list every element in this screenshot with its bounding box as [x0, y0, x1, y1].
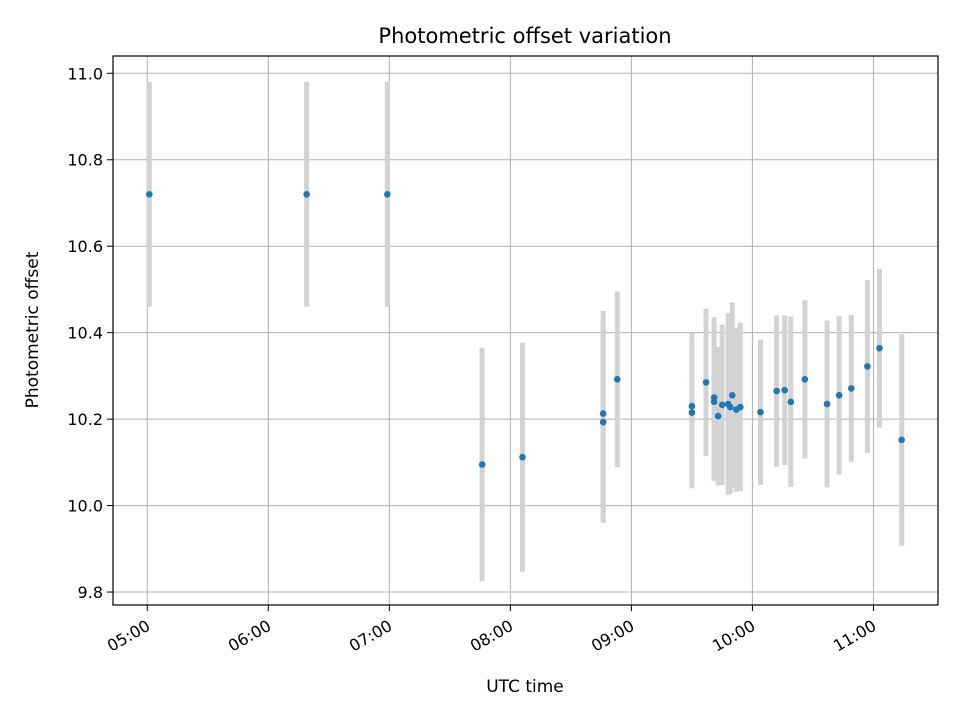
x-tick-label: 05:00 — [104, 616, 153, 656]
error-bars — [146, 81, 905, 582]
data-point — [835, 392, 843, 399]
data-point — [710, 398, 718, 406]
grid — [113, 56, 938, 605]
plot-frame — [112, 55, 939, 606]
y-tick-label: 9.8 — [78, 583, 103, 602]
data-point — [714, 412, 722, 420]
x-tick-label: 06:00 — [225, 616, 274, 656]
data-point — [737, 403, 744, 411]
y-tick-label: 10.4 — [67, 324, 103, 343]
data-point — [146, 191, 153, 198]
data-point — [864, 363, 871, 370]
data-point — [303, 191, 310, 198]
data-point — [728, 392, 736, 399]
data-point — [876, 344, 883, 352]
data-point — [787, 398, 795, 406]
y-tick-label: 10.0 — [67, 497, 103, 516]
data-point — [773, 387, 780, 395]
x-axis: 05:00 06:00 07:00 08:00 09:00 10:00 11:00 — [104, 605, 879, 656]
data-point — [478, 461, 486, 468]
data-point — [599, 418, 607, 426]
y-axis-label: Photometric offset — [23, 251, 43, 408]
data-point — [599, 410, 607, 417]
x-tick-label: 09:00 — [588, 616, 637, 656]
data-point — [702, 379, 710, 386]
y-tick-label: 10.6 — [67, 237, 103, 256]
data-point — [688, 402, 696, 410]
data-point — [726, 403, 734, 411]
y-tick-label: 11.0 — [67, 64, 103, 83]
x-tick-label: 10:00 — [709, 616, 758, 656]
data-point — [781, 386, 788, 394]
x-tick-label: 08:00 — [467, 616, 516, 656]
y-axis: 9.8 10.0 10.2 10.4 10.6 10.8 11.0 — [67, 64, 113, 602]
y-tick-label: 10.2 — [67, 410, 103, 429]
data-point — [519, 453, 526, 461]
x-tick-label: 07:00 — [346, 616, 395, 656]
data-point — [688, 409, 696, 416]
data-point — [823, 400, 831, 408]
data-point — [613, 376, 621, 383]
data-points — [146, 191, 905, 468]
chart-title: Photometric offset variation — [378, 24, 671, 48]
data-point — [847, 385, 855, 392]
data-point — [384, 191, 391, 198]
data-point — [801, 376, 809, 383]
x-axis-label: UTC time — [486, 677, 564, 697]
data-point — [757, 408, 764, 416]
y-tick-label: 10.8 — [67, 151, 103, 170]
x-tick-label: 11:00 — [830, 616, 879, 656]
data-point — [898, 436, 905, 444]
data-point — [718, 401, 726, 409]
